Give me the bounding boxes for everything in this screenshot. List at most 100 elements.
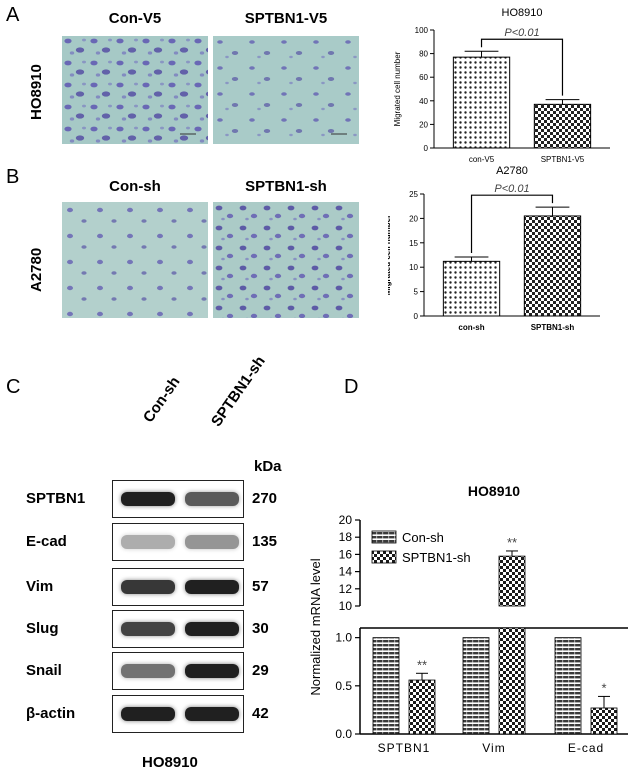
blot-band bbox=[185, 535, 239, 549]
y-tick-label: 0.5 bbox=[335, 679, 352, 693]
blot-row-label: β-actin bbox=[26, 705, 76, 722]
significance-marker: ** bbox=[507, 535, 517, 550]
bar bbox=[533, 103, 592, 149]
blot-strip bbox=[112, 695, 244, 733]
y-tick-label: 10 bbox=[339, 599, 353, 613]
y-tick-label: 15 bbox=[409, 239, 418, 248]
blot-band bbox=[185, 664, 239, 678]
y-tick-label: 1.0 bbox=[335, 631, 352, 645]
legend-swatch bbox=[371, 550, 397, 564]
bar bbox=[498, 627, 526, 735]
significance-marker: ** bbox=[417, 657, 427, 672]
x-tick-label: con-sh bbox=[458, 323, 484, 332]
chart-title: A2780 bbox=[496, 165, 528, 177]
y-tick-label: 20 bbox=[339, 513, 353, 527]
micrograph-sptbn1-v5 bbox=[213, 36, 359, 144]
significance-bracket bbox=[470, 194, 554, 253]
blot-strip bbox=[112, 568, 244, 606]
blot-band bbox=[121, 535, 175, 549]
y-tick-label: 0 bbox=[414, 312, 419, 321]
blot-band bbox=[185, 580, 239, 594]
p-value-label: P<0.01 bbox=[494, 183, 529, 195]
legend-swatch bbox=[371, 530, 397, 544]
blot-caption: HO8910 bbox=[142, 754, 198, 771]
y-tick-label: 60 bbox=[419, 73, 428, 82]
chart-title: HO8910 bbox=[468, 483, 520, 499]
image-label-sptbn1-sh: SPTBN1-sh bbox=[245, 178, 327, 195]
bar bbox=[408, 679, 436, 735]
bar bbox=[462, 637, 490, 735]
blot-band bbox=[185, 622, 239, 636]
panel-letter-c: C bbox=[6, 376, 21, 398]
y-tick-label: 5 bbox=[414, 288, 419, 297]
y-tick-label: 18 bbox=[339, 530, 353, 544]
y-tick-label: 25 bbox=[409, 190, 418, 199]
y-axis-label: Normalized mRNA level bbox=[308, 558, 323, 695]
blot-row-label: Slug bbox=[26, 620, 59, 637]
significance-marker: * bbox=[601, 680, 606, 695]
bar bbox=[452, 56, 511, 149]
y-tick-label: 10 bbox=[409, 263, 418, 272]
row-label-ho8910: HO8910 bbox=[28, 64, 45, 120]
blot-band bbox=[121, 580, 175, 594]
lane-label-con-sh: Con-sh bbox=[140, 373, 184, 426]
y-axis-label: Migrated cell number bbox=[393, 51, 402, 126]
blot-kda-label: 135 bbox=[252, 533, 278, 550]
image-label-con-v5: Con-V5 bbox=[108, 10, 162, 27]
bar bbox=[498, 555, 526, 607]
blot-row-label: E-cad bbox=[26, 533, 67, 550]
blot-kda-label: 42 bbox=[252, 705, 269, 722]
bar bbox=[442, 260, 501, 317]
y-axis-label: Migrated cell number bbox=[388, 215, 392, 295]
blot-band bbox=[121, 492, 175, 506]
micrograph-con-sh bbox=[62, 202, 208, 318]
blot-kda-label: 270 bbox=[252, 490, 278, 507]
bar bbox=[372, 637, 400, 735]
blot-kda-label: 29 bbox=[252, 662, 269, 679]
lane-label-sptbn1-sh: SPTBN1-sh bbox=[208, 353, 269, 430]
image-label-sptbn1-v5: SPTBN1-V5 bbox=[244, 10, 328, 27]
blot-row-label: Vim bbox=[26, 578, 54, 595]
blot-row-label: SPTBN1 bbox=[26, 490, 86, 507]
bar bbox=[523, 215, 582, 317]
panel-letter-b: B bbox=[6, 166, 20, 188]
y-tick-label: 12 bbox=[339, 582, 353, 596]
blot-band bbox=[121, 707, 175, 721]
chart-ho8910-migration: HO8910 0 20 40 60 80 100 Migrated cell number co… bbox=[393, 7, 610, 164]
y-tick-label: 20 bbox=[409, 214, 418, 223]
blot-strip bbox=[112, 480, 244, 518]
y-tick-label: 14 bbox=[339, 565, 353, 579]
x-tick-label: con-V5 bbox=[469, 155, 495, 164]
bar bbox=[554, 637, 582, 735]
chart-title: HO8910 bbox=[502, 7, 543, 19]
panel-letter-a: A bbox=[6, 4, 20, 26]
blot-band bbox=[121, 664, 175, 678]
panel-letter-d: D bbox=[344, 376, 359, 398]
significance-bracket bbox=[480, 38, 564, 96]
blot-kda-label: 57 bbox=[252, 578, 269, 595]
y-tick-label: 16 bbox=[339, 547, 353, 561]
western-blot: SPTBN1 270 E-cad 135 Vim 57 Slug 30 Snail 29 β-act… bbox=[0, 480, 330, 740]
x-tick-label: SPTBN1-sh bbox=[531, 323, 575, 332]
x-tick-label: SPTBN1-V5 bbox=[541, 155, 585, 164]
legend-label: SPTBN1-sh bbox=[402, 550, 471, 565]
y-tick-label: 40 bbox=[419, 97, 428, 106]
row-label-a2780: A2780 bbox=[28, 247, 45, 292]
chart-a2780-migration: A2780 0 5 10 15 20 25 Migrated cell number con-s… bbox=[388, 165, 600, 332]
p-value-label: P<0.01 bbox=[504, 27, 539, 39]
kda-header: kDa bbox=[254, 458, 282, 475]
blot-band bbox=[185, 492, 239, 506]
y-tick-label: 100 bbox=[415, 26, 429, 35]
blot-strip bbox=[112, 652, 244, 690]
image-label-con-sh: Con-sh bbox=[109, 178, 161, 195]
x-tick-label: Vim bbox=[482, 741, 505, 755]
chart-mrna-level: HO8910 0.0 0.5 1.0 10 12 14 16 18 20 Normalized mR… bbox=[308, 483, 628, 755]
blot-band bbox=[185, 707, 239, 721]
blot-row-label: Snail bbox=[26, 662, 62, 679]
blot-band bbox=[121, 622, 175, 636]
x-tick-label: SPTBN1 bbox=[378, 741, 431, 755]
micrograph-sptbn1-sh bbox=[213, 202, 359, 318]
x-tick-label: E-cad bbox=[568, 741, 604, 755]
y-tick-label: 0 bbox=[424, 144, 429, 153]
y-tick-label: 80 bbox=[419, 50, 428, 59]
